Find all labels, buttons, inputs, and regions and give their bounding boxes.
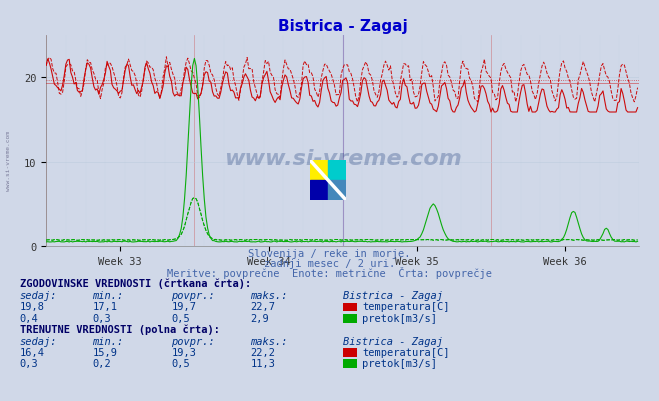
Text: 0,3: 0,3	[92, 313, 111, 323]
Text: sedaj:: sedaj:	[20, 336, 57, 346]
Bar	[310, 160, 328, 180]
Text: 0,5: 0,5	[171, 358, 190, 368]
Text: 17,1: 17,1	[92, 302, 117, 312]
Title: Bistrica - Zagaj: Bistrica - Zagaj	[278, 18, 407, 34]
Text: TRENUTNE VREDNOSTI (polna črta):: TRENUTNE VREDNOSTI (polna črta):	[20, 324, 219, 334]
Text: 22,7: 22,7	[250, 302, 275, 312]
Text: povpr.:: povpr.:	[171, 336, 215, 346]
Text: Bistrica - Zagaj: Bistrica - Zagaj	[343, 336, 443, 346]
Text: povpr.:: povpr.:	[171, 291, 215, 301]
Text: 0,2: 0,2	[92, 358, 111, 368]
Text: temperatura[C]: temperatura[C]	[362, 302, 450, 312]
Text: 11,3: 11,3	[250, 358, 275, 368]
Text: 19,3: 19,3	[171, 347, 196, 357]
Text: 0,4: 0,4	[20, 313, 38, 323]
Text: 19,7: 19,7	[171, 302, 196, 312]
Text: min.:: min.:	[92, 336, 123, 346]
Text: pretok[m3/s]: pretok[m3/s]	[362, 358, 438, 368]
Text: 15,9: 15,9	[92, 347, 117, 357]
Text: 22,2: 22,2	[250, 347, 275, 357]
Text: 19,8: 19,8	[20, 302, 45, 312]
Text: Slovenija / reke in morje.: Slovenija / reke in morje.	[248, 249, 411, 259]
Text: sedaj:: sedaj:	[20, 291, 57, 301]
Bar	[310, 180, 328, 200]
Text: zadnji mesec / 2 uri.: zadnji mesec / 2 uri.	[264, 259, 395, 269]
Text: temperatura[C]: temperatura[C]	[362, 347, 450, 357]
Text: maks.:: maks.:	[250, 291, 288, 301]
Text: www.si-vreme.com: www.si-vreme.com	[6, 130, 11, 190]
Text: maks.:: maks.:	[250, 336, 288, 346]
Text: www.si-vreme.com: www.si-vreme.com	[224, 148, 461, 168]
Text: 2,9: 2,9	[250, 313, 269, 323]
Text: min.:: min.:	[92, 291, 123, 301]
Bar	[328, 180, 346, 200]
Bar	[328, 160, 346, 180]
Text: pretok[m3/s]: pretok[m3/s]	[362, 313, 438, 323]
Text: Bistrica - Zagaj: Bistrica - Zagaj	[343, 291, 443, 301]
Text: 0,5: 0,5	[171, 313, 190, 323]
Text: 16,4: 16,4	[20, 347, 45, 357]
Text: ZGODOVINSKE VREDNOSTI (črtkana črta):: ZGODOVINSKE VREDNOSTI (črtkana črta):	[20, 278, 251, 289]
Text: Meritve: povprečne  Enote: metrične  Črta: povprečje: Meritve: povprečne Enote: metrične Črta:…	[167, 267, 492, 279]
Text: 0,3: 0,3	[20, 358, 38, 368]
